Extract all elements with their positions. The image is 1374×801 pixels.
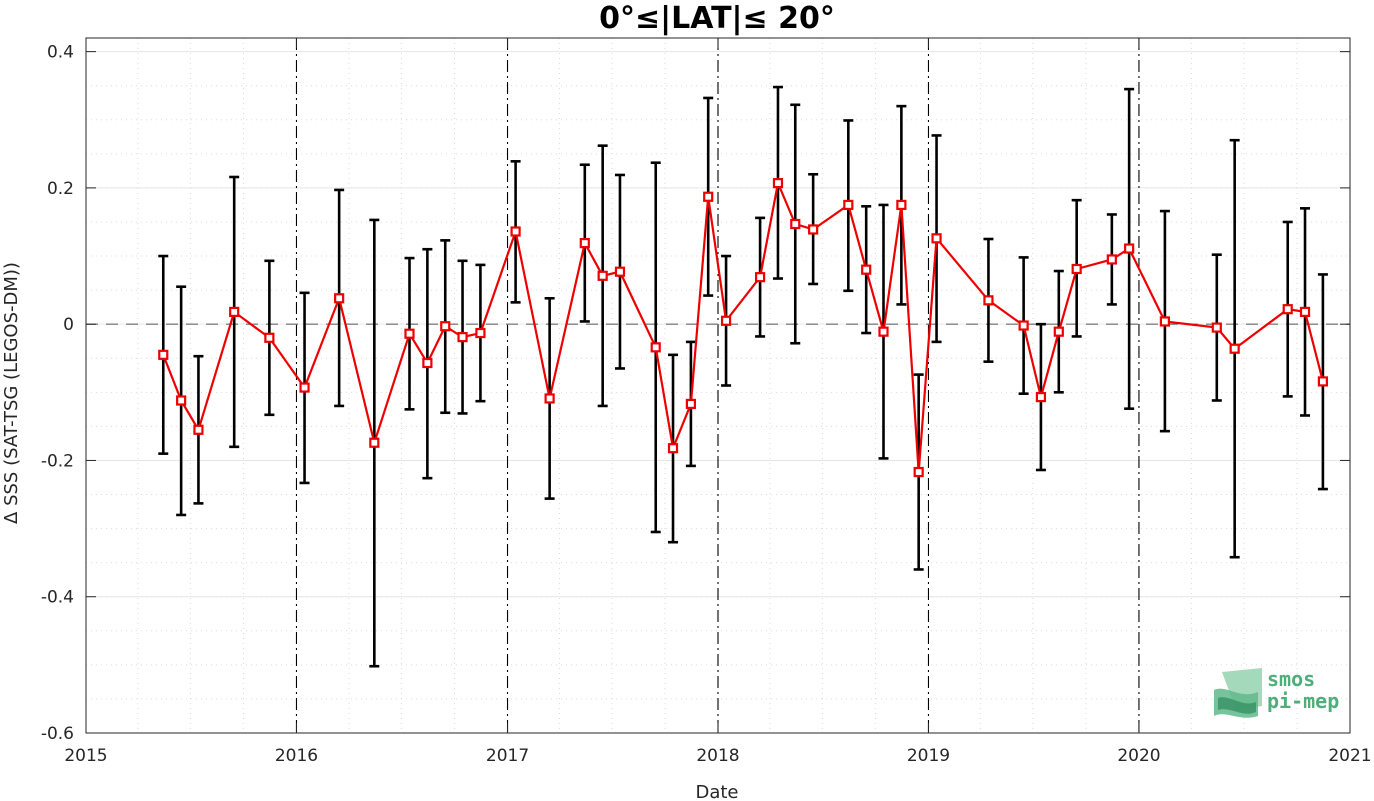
data-point-marker: [544, 393, 555, 404]
data-point-marker: [1159, 316, 1170, 327]
data-point-marker: [1053, 326, 1064, 337]
data-point-marker: [176, 395, 187, 406]
data-point-marker: [931, 233, 942, 244]
data-point-marker: [1299, 306, 1311, 318]
y-axis-label: Δ SSS (SAT-TSG (LEGOS-DM)): [1, 262, 22, 524]
data-point-marker: [229, 306, 240, 318]
data-point-marker: [703, 191, 714, 202]
x-tick-label: 2019: [907, 746, 950, 766]
data-point-marker: [808, 224, 819, 235]
data-point-marker: [510, 226, 521, 237]
logo-waves-icon: [1214, 668, 1262, 718]
data-point-marker: [422, 357, 433, 369]
y-tick-label: -0.2: [41, 451, 74, 471]
x-tick-label: 2015: [64, 746, 107, 766]
data-point-marker: [1071, 263, 1082, 275]
data-point-marker: [475, 327, 486, 339]
data-point-marker: [685, 398, 696, 409]
data-point-marker: [440, 321, 451, 332]
x-tick-label: 2017: [486, 746, 529, 766]
y-tick-labels: 0.4 0.2 0 -0.2 -0.4 -0.6: [41, 43, 74, 744]
data-point-marker: [983, 295, 994, 306]
data-point-marker: [597, 270, 608, 281]
x-axis-label: Date: [695, 782, 738, 801]
data-point-marker: [299, 382, 310, 393]
data-point-marker: [1229, 343, 1240, 354]
x-tick-label: 2020: [1117, 746, 1160, 766]
series-line: [162, 179, 1324, 473]
data-point-marker: [457, 332, 468, 343]
series-markers: [158, 178, 1328, 478]
data-point-marker: [158, 349, 169, 360]
data-point-marker: [193, 424, 204, 435]
data-point-marker: [790, 218, 801, 230]
y-tick-label: -0.4: [41, 588, 74, 608]
data-point-marker: [861, 264, 872, 275]
chart-title: 0°≤|LAT|≤ 20°: [599, 1, 835, 36]
data-point-marker: [614, 266, 626, 277]
x-tick-label: 2016: [275, 746, 318, 766]
data-point-marker: [1018, 320, 1029, 331]
x-tick-label: 2018: [696, 746, 739, 766]
data-point-marker: [334, 293, 345, 304]
logo-text-line1: smos: [1267, 667, 1315, 691]
data-point-marker: [1124, 243, 1135, 254]
data-point-marker: [1035, 391, 1047, 403]
data-point-marker: [843, 199, 854, 211]
data-point-marker: [913, 466, 924, 478]
data-point-marker: [720, 315, 732, 326]
data-point-marker: [1211, 322, 1222, 333]
y-tick-label: 0.4: [47, 43, 74, 63]
data-point-marker: [1317, 376, 1328, 387]
data-point-marker: [667, 443, 679, 454]
data-point-marker: [1282, 304, 1293, 315]
data-point-marker: [264, 332, 275, 343]
data-point-marker: [369, 437, 380, 448]
y-tick-label: 0: [63, 315, 74, 335]
logo-text-line2: pi-mep: [1267, 689, 1339, 713]
data-point-marker: [650, 342, 661, 353]
data-point-marker: [772, 178, 784, 189]
x-tick-label: 2021: [1328, 746, 1371, 766]
y-tick-label: 0.2: [47, 179, 74, 199]
data-point-marker: [404, 328, 415, 339]
x-tick-labels: 2015 2016 2017 2018 2019 2020 2021: [64, 746, 1371, 766]
data-point-marker: [1106, 254, 1117, 265]
data-point-marker: [579, 237, 590, 249]
data-point-marker: [754, 272, 766, 283]
y-tick-label: -0.6: [41, 724, 74, 744]
data-point-marker: [896, 199, 907, 211]
smos-pi-mep-logo: smos pi-mep: [1214, 667, 1339, 718]
year-boundary-lines: [295, 38, 1140, 733]
data-point-marker: [878, 326, 889, 337]
axis-ticks: [85, 38, 1351, 734]
